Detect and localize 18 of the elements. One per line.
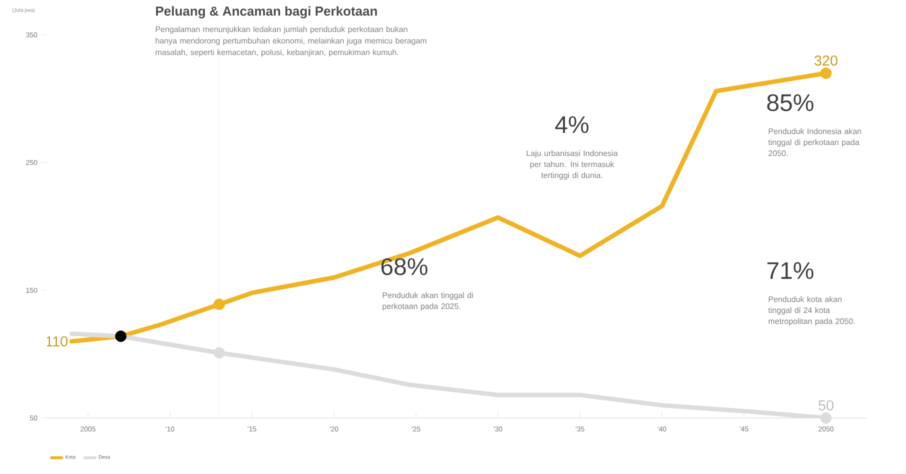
annotation: Penduduk Indonesia akan tinggal di perkotaan pada 2050. [768, 128, 862, 156]
annotation: Penduduk kota akan tinggal di 24 kota metropolitan pada 2050. [768, 296, 855, 326]
point [820, 412, 832, 424]
point [115, 330, 127, 342]
annotation: Laju urbanisasi Indonesia per tahun. Ini termasuk tertinggi di dunia. [526, 150, 618, 180]
annotation: 85% [767, 94, 814, 112]
data-label: 50 [818, 400, 834, 410]
point [214, 347, 225, 359]
annotation: Penduduk akan tinggal di perkotaan pada 2025. [382, 292, 473, 311]
point [820, 67, 832, 79]
data-label: 320 [814, 55, 838, 66]
annotation: 4% [555, 116, 588, 133]
annotation: 68% [381, 258, 428, 276]
text: Pengalaman menunjukkan ledakan jumlah penduduk perkotaan bukan hanya mendorong pertumbuhan ekonomi, melainkan juga memicu beragam masalah, seperti kemacetan, polusi, kebanjiran, pemukiman kumuh. [156, 26, 426, 57]
annotation: 71% [767, 262, 814, 279]
chart-title: Peluang & Ancaman bagi Perkotaan [156, 6, 377, 18]
data-label: 110 [46, 336, 68, 346]
point [214, 298, 225, 310]
